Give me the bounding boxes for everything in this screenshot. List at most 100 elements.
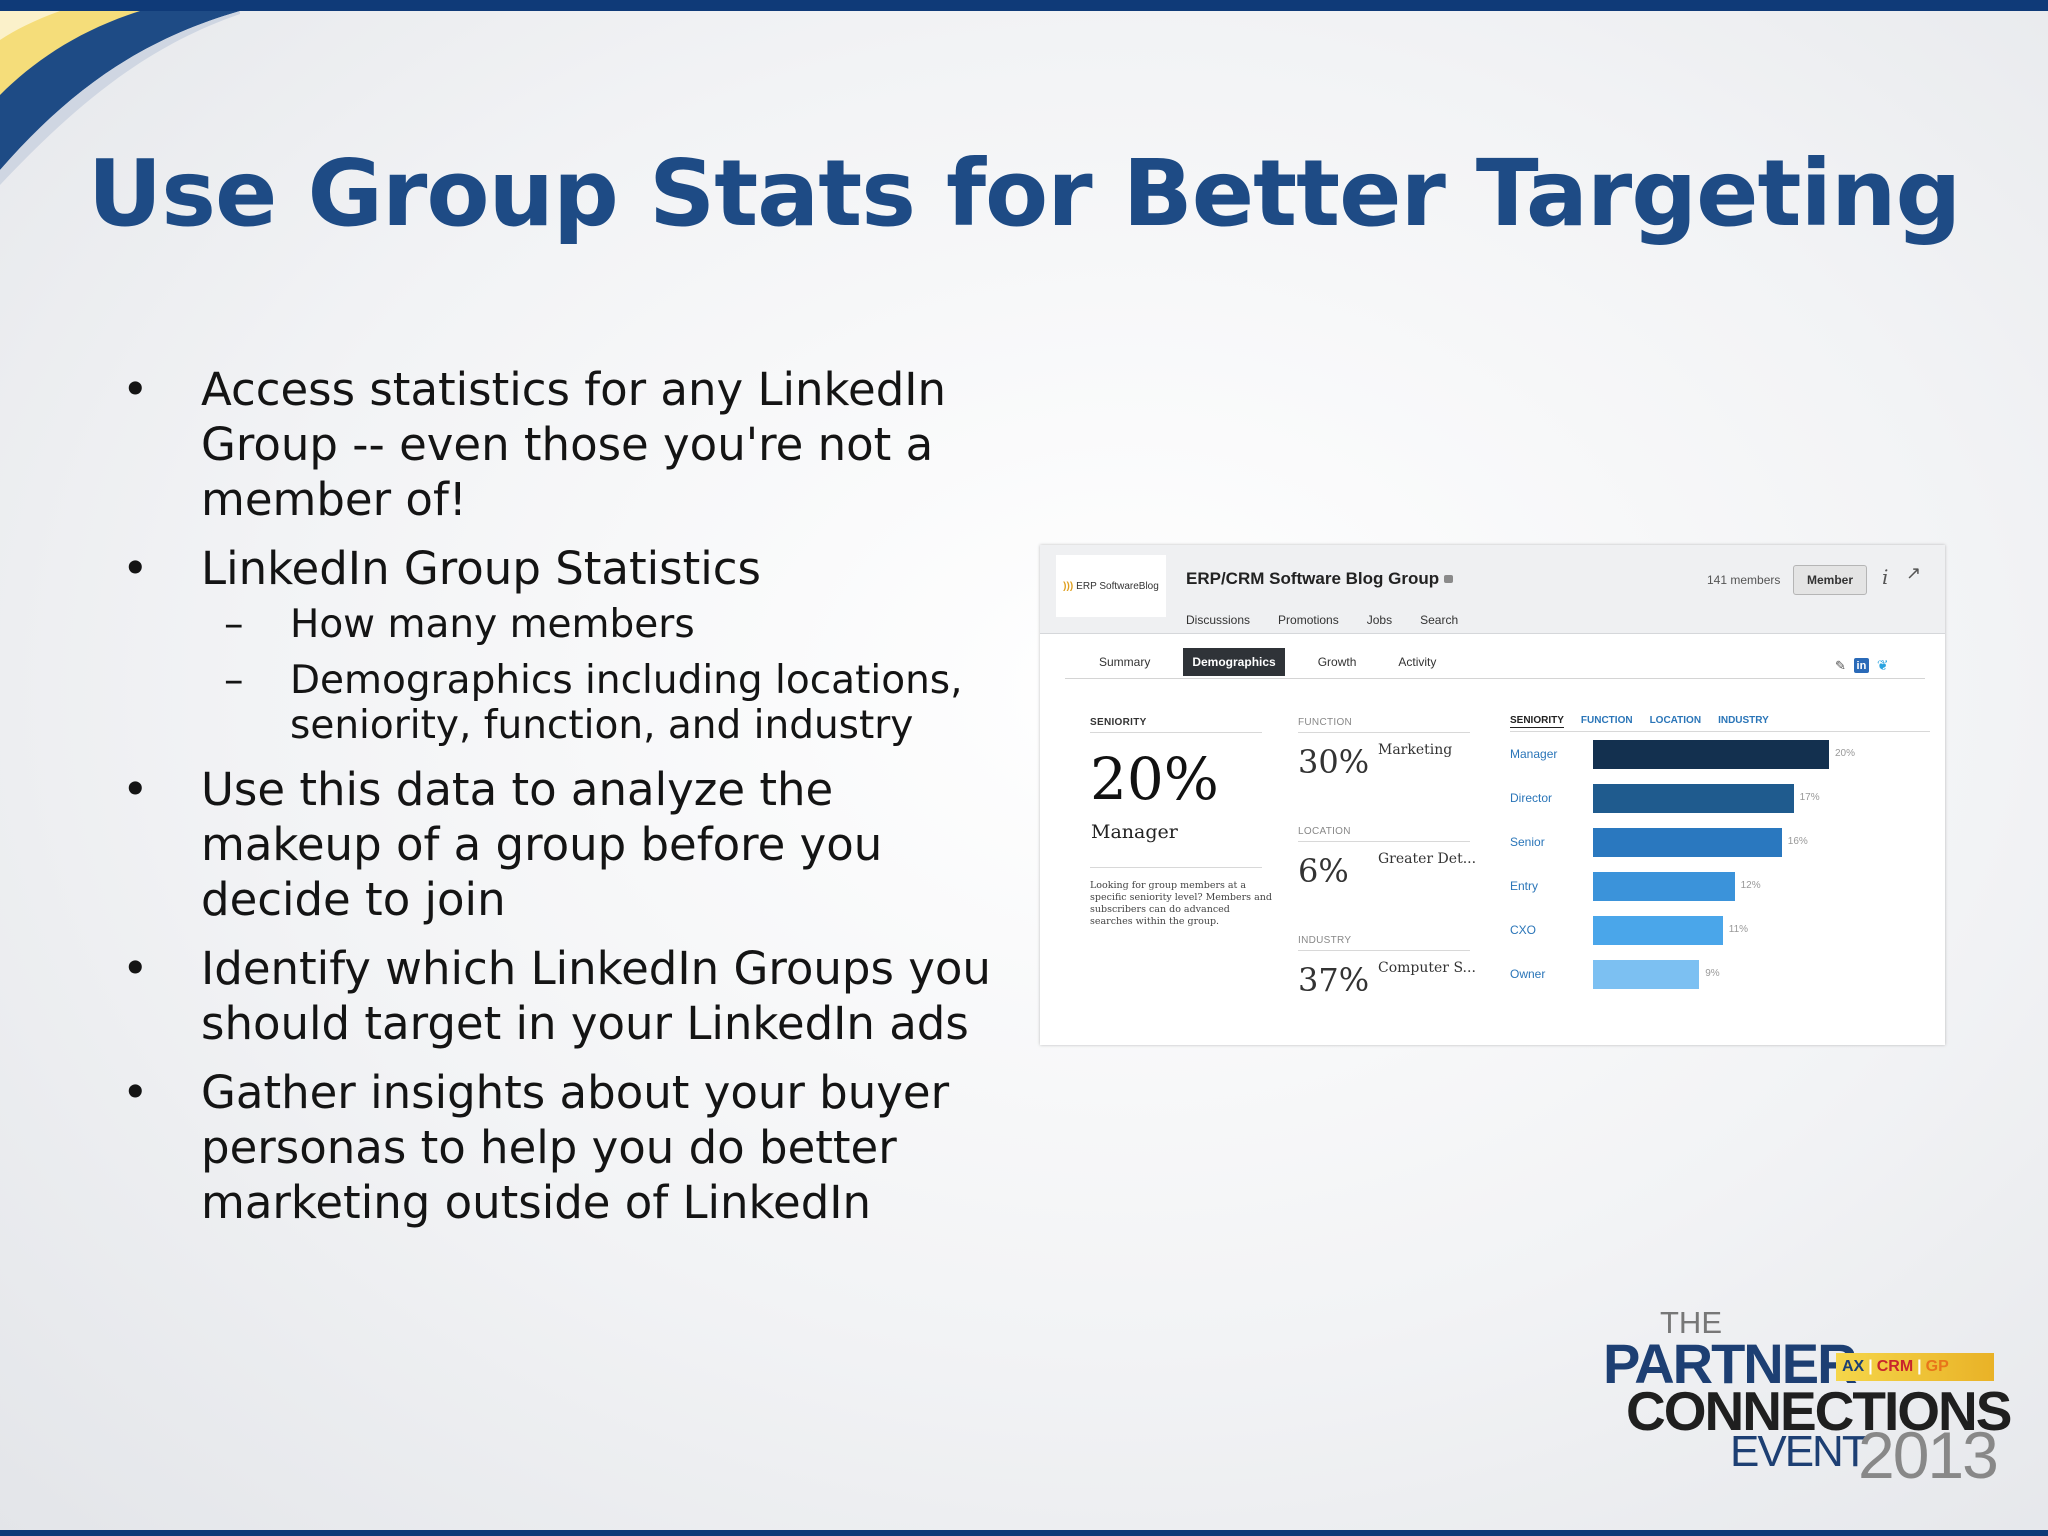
location-pct: 6% bbox=[1298, 852, 1349, 890]
slide-title: Use Group Stats for Better Targeting bbox=[87, 140, 1962, 247]
bullet-marker: • bbox=[122, 1066, 149, 1119]
lock-icon bbox=[1444, 575, 1454, 583]
sub-bullet-text: Demographics including locations, senior… bbox=[290, 658, 963, 748]
bar bbox=[1593, 784, 1794, 813]
bullet-text: Access statistics for any LinkedIn Group… bbox=[201, 363, 947, 526]
bullet-marker: • bbox=[122, 542, 149, 595]
bullet-text: LinkedIn Group Statistics bbox=[201, 542, 761, 595]
bar-value-label: 12% bbox=[1740, 880, 1761, 891]
bullet-text: Identify which LinkedIn Groups you shoul… bbox=[201, 942, 991, 1050]
nav-search[interactable]: Search bbox=[1420, 613, 1459, 627]
bar-label: Director bbox=[1510, 791, 1553, 805]
sub-bullet-text: How many members bbox=[290, 602, 695, 647]
logo-ax: AX bbox=[1842, 1358, 1865, 1375]
bullet-item: • Access statistics for any LinkedIn Grou… bbox=[120, 362, 1000, 527]
bullet-item: • Gather insights about your buyer person… bbox=[120, 1065, 1000, 1230]
bar-label: Manager bbox=[1510, 747, 1558, 761]
logo-year: 2013 bbox=[1858, 1418, 1999, 1492]
bullet-text: Use this data to analyze the makeup of a… bbox=[201, 763, 883, 926]
location-name: Greater Det... bbox=[1378, 851, 1477, 867]
bar-value-label: 11% bbox=[1728, 924, 1749, 935]
divider bbox=[1090, 732, 1262, 733]
bar-value-label: 20% bbox=[1835, 748, 1856, 759]
bar-label: CXO bbox=[1510, 923, 1537, 937]
partner-connections-logo: THE PARTNER AX | CRM | GP CONNECTIONS EVEN… bbox=[1590, 1305, 2012, 1492]
bar-value-label: 17% bbox=[1799, 792, 1820, 803]
sub-bullet-marker: – bbox=[224, 658, 244, 703]
chart-tab-function[interactable]: FUNCTION bbox=[1580, 715, 1633, 726]
logo-crm: CRM bbox=[1876, 1358, 1914, 1375]
bar-label: Senior bbox=[1510, 835, 1545, 849]
bar bbox=[1593, 872, 1735, 901]
tab-demographics[interactable]: Demographics bbox=[1183, 648, 1285, 676]
bar-value-label: 16% bbox=[1787, 836, 1808, 847]
bullet-marker: • bbox=[122, 363, 149, 416]
divider bbox=[1090, 867, 1262, 868]
bullet-item: • Use this data to analyze the makeup of … bbox=[120, 762, 1000, 927]
member-count[interactable]: 141 members bbox=[1707, 573, 1781, 587]
nav-discussions[interactable]: Discussions bbox=[1186, 613, 1251, 627]
logo-event: EVENT bbox=[1730, 1427, 1869, 1476]
tab-activity[interactable]: Activity bbox=[1398, 655, 1437, 669]
function-pct: 30% bbox=[1298, 743, 1370, 781]
member-button[interactable]: Member bbox=[1793, 565, 1867, 595]
divider bbox=[1298, 732, 1470, 733]
linkedin-icon[interactable]: in bbox=[1853, 658, 1869, 673]
divider bbox=[1510, 731, 1930, 732]
chart-tabs: SENIORITY FUNCTION LOCATION INDUSTRY bbox=[1510, 715, 1769, 728]
logo-the: THE bbox=[1660, 1305, 1722, 1340]
logo-connections: CONNECTIONS bbox=[1626, 1380, 2012, 1442]
corner-swoosh bbox=[0, 11, 240, 185]
bullet-item: • Identify which LinkedIn Groups you shou… bbox=[120, 941, 1000, 1051]
group-header: ))) ERP SoftwareBlog ERP/CRM Software Blo… bbox=[1040, 545, 1945, 634]
bar bbox=[1593, 828, 1782, 857]
bar-label: Owner bbox=[1510, 967, 1546, 981]
sub-bullet-marker: – bbox=[224, 602, 244, 647]
bullet-item: • LinkedIn Group Statistics bbox=[120, 541, 1000, 596]
industry-name: Computer S... bbox=[1378, 960, 1476, 976]
bottom-bar bbox=[0, 1530, 2048, 1536]
bar bbox=[1593, 960, 1700, 989]
linkedin-stats-screenshot: ))) ERP SoftwareBlog ERP/CRM Software Blo… bbox=[1040, 545, 1945, 1045]
bullet-marker: • bbox=[122, 763, 149, 816]
bullet-marker: • bbox=[122, 942, 149, 995]
location-label: LOCATION bbox=[1298, 826, 1351, 837]
nav-promotions[interactable]: Promotions bbox=[1278, 613, 1339, 627]
group-nav: Discussions Promotions Jobs Search bbox=[1186, 613, 1458, 627]
share-links: ✎ in ❦ bbox=[1835, 657, 1889, 674]
seniority-label: SENIORITY bbox=[1090, 717, 1147, 728]
sub-bullet-item: – How many members bbox=[120, 602, 1000, 647]
group-logo: ))) ERP SoftwareBlog bbox=[1056, 555, 1166, 617]
bar-label: Entry bbox=[1510, 879, 1539, 893]
chart-tab-industry[interactable]: INDUSTRY bbox=[1718, 715, 1769, 726]
divider bbox=[1298, 950, 1470, 951]
bar-value-label: 9% bbox=[1705, 968, 1720, 979]
nav-jobs[interactable]: Jobs bbox=[1366, 613, 1393, 627]
function-name: Marketing bbox=[1378, 742, 1453, 758]
tab-growth[interactable]: Growth bbox=[1317, 655, 1357, 669]
sub-bullet-item: – Demographics including locations, senio… bbox=[120, 658, 1000, 748]
group-name[interactable]: ERP/CRM Software Blog Group bbox=[1186, 569, 1454, 589]
share-icon[interactable]: ↗ bbox=[1906, 563, 1922, 583]
industry-label: INDUSTRY bbox=[1298, 935, 1352, 946]
seniority-name: Manager bbox=[1091, 821, 1178, 843]
industry-pct: 37% bbox=[1298, 961, 1370, 999]
bar bbox=[1593, 916, 1723, 945]
function-label: FUNCTION bbox=[1298, 717, 1353, 728]
chart-tab-location[interactable]: LOCATION bbox=[1649, 715, 1702, 726]
top-bar bbox=[0, 0, 2048, 11]
bar bbox=[1593, 740, 1829, 769]
info-icon[interactable]: i bbox=[1882, 565, 1889, 589]
bullet-list: • Access statistics for any LinkedIn Grou… bbox=[120, 362, 1000, 1244]
link-icon[interactable]: ✎ bbox=[1835, 657, 1846, 673]
logo-partner: PARTNER bbox=[1603, 1332, 1858, 1395]
logo-band: AX | CRM | GP bbox=[1836, 1353, 1994, 1381]
twitter-icon[interactable]: ❦ bbox=[1876, 657, 1889, 673]
tab-summary[interactable]: Summary bbox=[1099, 655, 1151, 669]
tab-divider bbox=[1065, 678, 1925, 679]
bullet-text: Gather insights about your buyer persona… bbox=[201, 1066, 950, 1229]
chart-tab-seniority[interactable]: SENIORITY bbox=[1510, 715, 1564, 728]
seniority-pct: 20% bbox=[1090, 745, 1219, 813]
logo-gp: GP bbox=[1925, 1358, 1949, 1375]
stats-tabs: Summary Demographics Growth Activity bbox=[1090, 648, 1469, 676]
